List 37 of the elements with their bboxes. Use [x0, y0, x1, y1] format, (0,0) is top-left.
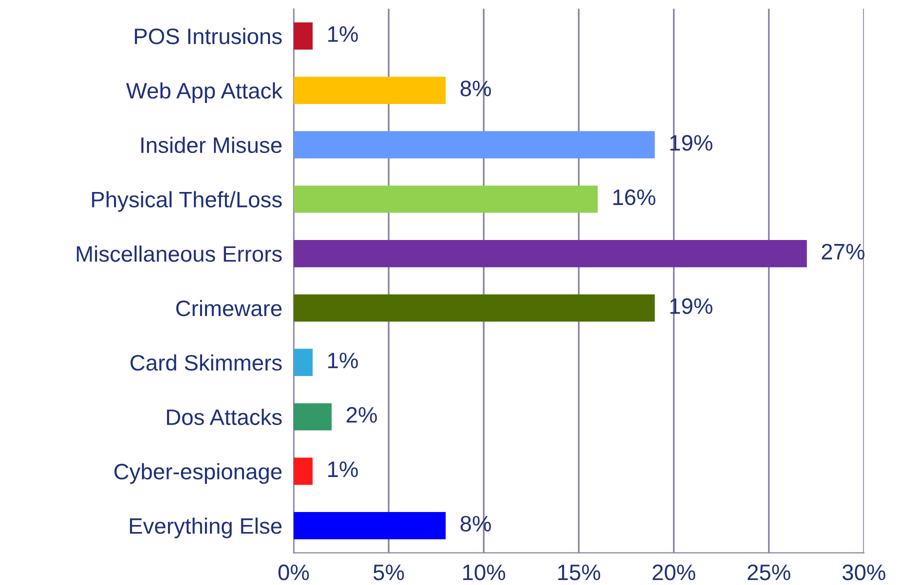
y-tick-label: POS Intrusions: [134, 28, 282, 44]
y-tick-label: Web App Attack: [126, 82, 283, 104]
data-label: 19%: [670, 135, 712, 151]
y-tick-label: Dos Attacks: [167, 408, 282, 426]
y-tick-label: Crimeware: [176, 300, 282, 316]
x-tick-label: 20%: [652, 564, 696, 580]
bar: [294, 76, 446, 104]
bar: [294, 458, 313, 485]
data-label: 27%: [822, 244, 864, 260]
bar: [294, 512, 446, 540]
x-tick-label: 10%: [463, 564, 506, 580]
y-tick-label: Cyber-espionage: [114, 463, 282, 484]
x-tick-label: 5%: [374, 564, 404, 580]
y-tick-label: Insider Misuse: [141, 136, 282, 154]
data-label: 19%: [670, 298, 712, 314]
data-label: 2%: [346, 407, 377, 423]
y-tick-label: Everything Else: [130, 518, 282, 538]
x-tick-label: 0%: [278, 564, 309, 580]
bar: [294, 240, 807, 268]
data-label: 8%: [460, 516, 491, 532]
bar: [294, 22, 313, 50]
data-label: 8%: [460, 80, 491, 96]
data-label: 16%: [613, 189, 656, 206]
data-label: 1%: [328, 462, 358, 478]
data-label: 1%: [328, 26, 358, 42]
x-tick-label: 25%: [748, 564, 790, 580]
y-tick-label: Card Skimmers: [130, 354, 282, 371]
x-tick-label: 15%: [558, 564, 600, 580]
bar: [294, 403, 332, 430]
bar: [294, 131, 655, 158]
bar: [294, 348, 313, 376]
x-tick-label: 30%: [842, 564, 886, 580]
bar: [294, 294, 655, 322]
data-label: 1%: [328, 352, 358, 368]
y-tick-label: Miscellaneous Errors: [76, 246, 282, 262]
y-tick-label: Physical Theft/Loss: [92, 191, 282, 212]
bar: [294, 186, 598, 213]
